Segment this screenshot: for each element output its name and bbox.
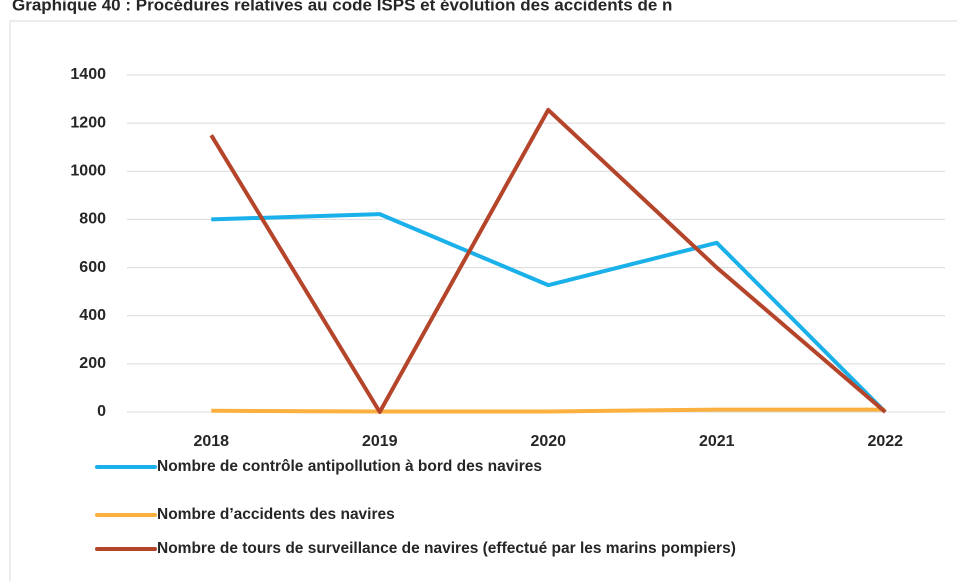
y-tick-label: 200 <box>79 355 106 372</box>
series-line <box>211 407 886 414</box>
x-tick-label: 2022 <box>867 433 903 450</box>
chart-title: Graphique 40 : Procédures relatives au c… <box>12 0 672 14</box>
y-tick-label: 1200 <box>70 114 106 131</box>
y-tick-label: 800 <box>79 211 106 228</box>
y-tick-label: 600 <box>79 259 106 276</box>
legend-label: Nombre de contrôle antipollution à bord … <box>157 458 542 475</box>
y-tick-label: 400 <box>79 307 106 324</box>
y-tick-label: 1400 <box>70 66 106 83</box>
x-tick-label: 2020 <box>530 433 566 450</box>
y-tick-label: 1000 <box>70 163 106 180</box>
y-tick-label: 0 <box>97 403 106 420</box>
series-line <box>211 212 887 414</box>
series-line <box>209 107 887 414</box>
x-tick-label: 2019 <box>362 433 398 450</box>
x-tick-label: 2021 <box>699 433 735 450</box>
x-tick-label: 2018 <box>193 433 229 450</box>
legend-label: Nombre de tours de surveillance de navir… <box>157 540 736 557</box>
chart-frame <box>9 20 957 581</box>
legend-label: Nombre d’accidents des navires <box>157 506 395 523</box>
